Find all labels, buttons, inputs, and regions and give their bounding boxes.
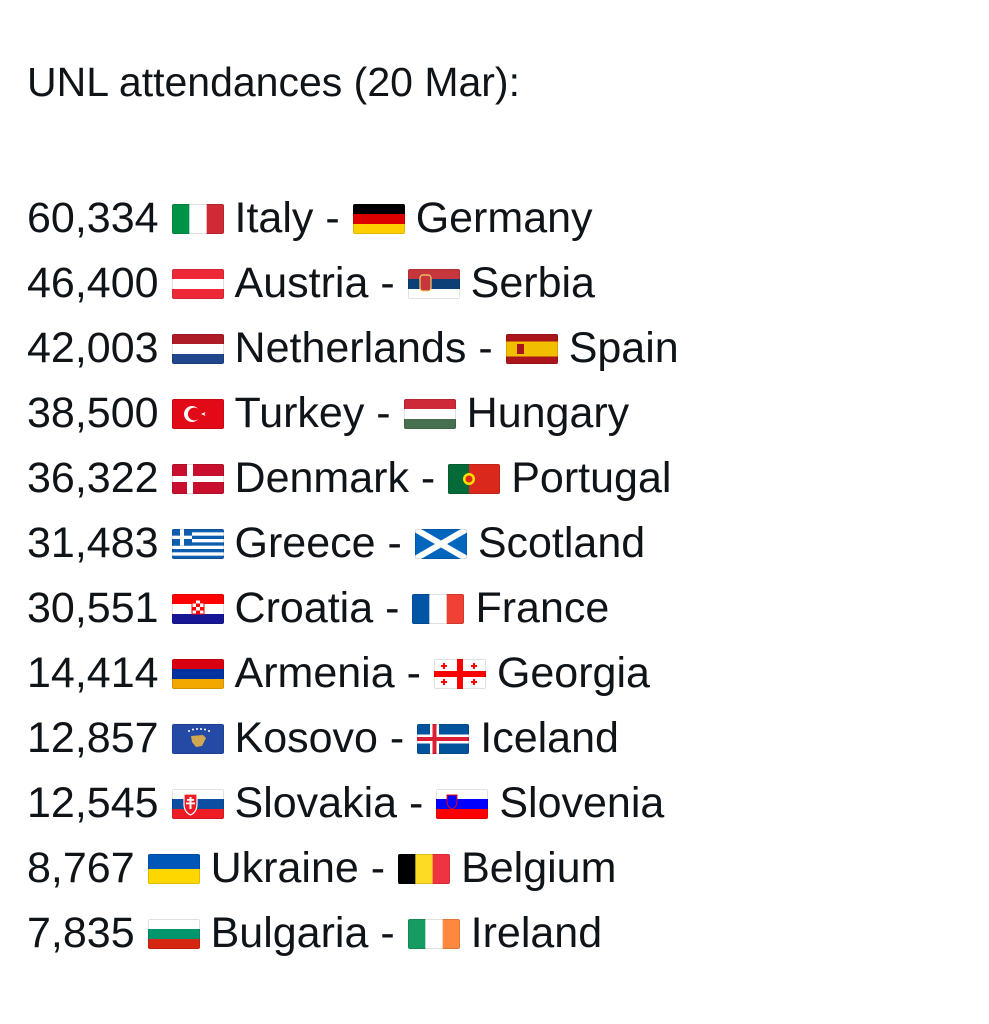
- ukraine-flag-icon: [147, 853, 200, 884]
- attendance-value: 7,835: [27, 909, 135, 957]
- separator: -: [377, 714, 405, 762]
- attendance-list: 60,334 Italy - Germany 46,400 Austria - …: [27, 186, 679, 966]
- germany-flag-icon: [352, 203, 405, 234]
- home-team-name: Denmark: [234, 454, 409, 502]
- croatia-flag-icon: [171, 593, 224, 624]
- separator: -: [364, 389, 391, 437]
- georgia-flag-icon: [433, 658, 486, 689]
- home-team-name: Ukraine: [210, 844, 359, 892]
- list-item: 31,483 Greece - Scotland: [27, 511, 679, 576]
- attendance-value: 30,551: [27, 584, 159, 632]
- list-item: 38,500 Turkey - Hungary: [27, 381, 679, 446]
- armenia-flag-icon: [171, 658, 224, 689]
- away-team-name: Belgium: [461, 844, 617, 892]
- list-item: 36,322 Denmark - Portugal: [27, 446, 679, 511]
- list-item: 12,545 Slovakia - Slovenia: [27, 771, 679, 836]
- home-team-name: Bulgaria: [210, 909, 369, 957]
- attendance-value: 12,545: [27, 779, 159, 827]
- away-team-name: France: [475, 584, 610, 632]
- ireland-flag-icon: [407, 918, 460, 949]
- away-team-name: Serbia: [470, 259, 595, 307]
- austria-flag-icon: [171, 268, 224, 299]
- separator: -: [373, 584, 400, 632]
- hungary-flag-icon: [403, 398, 456, 429]
- list-item: 14,414 Armenia - Georgia: [27, 641, 679, 706]
- home-team-name: Slovakia: [234, 779, 398, 827]
- slovenia-flag-icon: [436, 788, 489, 819]
- attendance-value: 36,322: [27, 454, 159, 502]
- list-item: 12,857 Kosovo - Iceland: [27, 706, 679, 771]
- home-team-name: Kosovo: [234, 714, 378, 762]
- away-team-name: Iceland: [480, 714, 619, 762]
- serbia-flag-icon: [407, 268, 460, 299]
- iceland-flag-icon: [417, 723, 470, 754]
- attendance-value: 60,334: [27, 194, 159, 242]
- italy-flag-icon: [171, 203, 224, 234]
- denmark-flag-icon: [171, 463, 224, 494]
- attendance-value: 14,414: [27, 649, 159, 697]
- turkey-flag-icon: [171, 398, 224, 429]
- home-team-name: Croatia: [234, 584, 374, 632]
- away-team-name: Spain: [568, 324, 679, 372]
- list-item: 7,835 Bulgaria - Ireland: [27, 901, 679, 966]
- attendance-value: 42,003: [27, 324, 159, 372]
- separator: -: [397, 779, 424, 827]
- list-item: 8,767 Ukraine - Belgium: [27, 836, 679, 901]
- spain-flag-icon: [505, 333, 558, 364]
- list-item: 30,551 Croatia - France: [27, 576, 679, 641]
- post-title: UNL attendances (20 Mar):: [27, 59, 520, 105]
- separator: -: [394, 649, 421, 697]
- attendance-value: 8,767: [27, 844, 135, 892]
- greece-flag-icon: [171, 528, 224, 559]
- separator: -: [408, 454, 436, 502]
- portugal-flag-icon: [448, 463, 501, 494]
- france-flag-icon: [412, 593, 465, 624]
- home-team-name: Turkey: [234, 389, 365, 437]
- separator: -: [313, 194, 340, 242]
- bulgaria-flag-icon: [147, 918, 200, 949]
- attendance-value: 46,400: [27, 259, 159, 307]
- away-team-name: Hungary: [466, 389, 630, 437]
- separator: -: [368, 909, 395, 957]
- away-team-name: Slovenia: [499, 779, 665, 827]
- list-item: 42,003 Netherlands - Spain: [27, 316, 679, 381]
- separator: -: [375, 519, 402, 567]
- home-team-name: Netherlands: [234, 324, 467, 372]
- separator: -: [466, 324, 493, 372]
- kosovo-flag-icon: [171, 723, 224, 754]
- away-team-name: Ireland: [470, 909, 603, 957]
- home-team-name: Austria: [234, 259, 369, 307]
- away-team-name: Portugal: [511, 454, 672, 502]
- attendance-value: 12,857: [27, 714, 159, 762]
- home-team-name: Greece: [234, 519, 376, 567]
- netherlands-flag-icon: [171, 333, 224, 364]
- separator: -: [368, 259, 395, 307]
- attendance-value: 38,500: [27, 389, 159, 437]
- slovakia-flag-icon: [171, 788, 224, 819]
- away-team-name: Scotland: [477, 519, 646, 567]
- away-team-name: Georgia: [496, 649, 650, 697]
- list-item: 60,334 Italy - Germany: [27, 186, 679, 251]
- scotland-flag-icon: [414, 528, 467, 559]
- home-team-name: Italy: [234, 194, 314, 242]
- separator: -: [358, 844, 386, 892]
- attendance-value: 31,483: [27, 519, 159, 567]
- home-team-name: Armenia: [234, 649, 395, 697]
- away-team-name: Germany: [415, 194, 593, 242]
- belgium-flag-icon: [398, 853, 451, 884]
- list-item: 46,400 Austria - Serbia: [27, 251, 679, 316]
